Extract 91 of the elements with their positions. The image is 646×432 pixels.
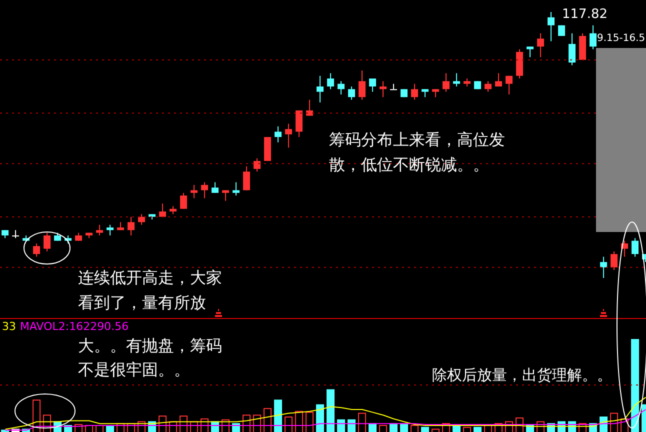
bar bbox=[421, 426, 430, 432]
candlestick bbox=[579, 32, 586, 60]
candlestick bbox=[411, 83, 418, 100]
annotation: 筹码分布上来看，高位发 bbox=[329, 130, 505, 149]
annotation: 散，低位不断锐减。。 bbox=[329, 155, 489, 174]
bar bbox=[74, 424, 83, 432]
candlestick bbox=[327, 72, 334, 90]
annotation: 大。。有抛盘，筹码 bbox=[78, 336, 222, 355]
bar bbox=[620, 418, 629, 432]
candlestick bbox=[380, 80, 387, 98]
bar bbox=[326, 389, 335, 432]
candlestick bbox=[632, 238, 639, 258]
bar bbox=[505, 421, 514, 432]
bar bbox=[400, 423, 408, 432]
candlestick bbox=[201, 182, 208, 199]
bar bbox=[578, 423, 587, 432]
candlestick bbox=[358, 70, 366, 100]
bar bbox=[316, 404, 324, 432]
candlestick bbox=[222, 190, 230, 202]
bar bbox=[463, 426, 472, 432]
annotation: 9.15-16.5 bbox=[597, 33, 646, 44]
bar bbox=[536, 421, 545, 432]
candlestick bbox=[453, 72, 460, 87]
candlestick bbox=[369, 78, 376, 92]
candlestick bbox=[106, 224, 114, 236]
annotation: 不是很牢固。。 bbox=[78, 360, 190, 379]
candlestick bbox=[610, 250, 618, 271]
candlestick bbox=[442, 72, 450, 92]
bar bbox=[631, 339, 640, 432]
bar bbox=[368, 423, 377, 432]
candlestick bbox=[495, 72, 502, 87]
bar bbox=[264, 408, 272, 432]
candlestick bbox=[338, 80, 345, 95]
bar bbox=[410, 424, 419, 432]
bar bbox=[610, 412, 618, 432]
candlestick bbox=[254, 158, 261, 172]
candlestick bbox=[296, 110, 303, 138]
candlestick bbox=[600, 256, 608, 278]
candlestick bbox=[484, 80, 492, 92]
annotation: 117.82 bbox=[562, 7, 608, 22]
bar bbox=[358, 412, 366, 432]
bar bbox=[158, 416, 167, 432]
bar bbox=[432, 428, 440, 432]
bar bbox=[180, 416, 188, 432]
candlestick bbox=[212, 182, 219, 194]
bar bbox=[295, 410, 304, 432]
bar bbox=[32, 400, 41, 432]
bar bbox=[43, 414, 52, 432]
bar bbox=[494, 423, 503, 432]
bar bbox=[442, 423, 450, 432]
candlestick bbox=[96, 224, 104, 236]
bar bbox=[274, 400, 282, 432]
candlestick bbox=[159, 203, 166, 218]
candlestick bbox=[180, 192, 188, 210]
bar bbox=[138, 421, 146, 432]
bar bbox=[516, 417, 524, 432]
text: MAVOL2:162290.56 bbox=[20, 320, 129, 334]
bar bbox=[222, 419, 230, 432]
text: 看到了，量有所放 bbox=[78, 293, 206, 312]
candlestick bbox=[243, 166, 250, 191]
candlestick bbox=[568, 32, 576, 66]
annotation: 除权后放量，出货理解。。 bbox=[432, 366, 612, 384]
candlestick bbox=[548, 12, 555, 42]
candlestick bbox=[44, 232, 51, 252]
candlestick bbox=[348, 86, 356, 100]
bar bbox=[284, 416, 293, 432]
candlestick bbox=[537, 32, 544, 58]
candlestick bbox=[33, 242, 40, 258]
bar bbox=[379, 424, 388, 432]
annotation: 连续低开高走，大家 bbox=[78, 268, 222, 287]
bar bbox=[390, 423, 398, 432]
candlestick bbox=[516, 48, 524, 79]
candlestick bbox=[390, 83, 398, 90]
bar bbox=[474, 426, 482, 432]
candlestick bbox=[590, 24, 597, 50]
candlestick bbox=[128, 216, 135, 236]
text: 33 bbox=[2, 320, 16, 334]
bar bbox=[306, 412, 314, 432]
candlestick bbox=[274, 126, 282, 143]
bar bbox=[169, 421, 178, 432]
candlestick bbox=[232, 182, 240, 196]
candlestick bbox=[506, 75, 513, 95]
bar bbox=[200, 418, 209, 432]
bar bbox=[242, 414, 251, 432]
candlestick bbox=[316, 75, 324, 103]
candlestick bbox=[190, 184, 198, 199]
candlestick bbox=[138, 214, 146, 226]
bar bbox=[253, 414, 262, 432]
candlestick bbox=[285, 123, 292, 148]
candlestick bbox=[264, 136, 272, 162]
candlestick bbox=[526, 46, 534, 58]
